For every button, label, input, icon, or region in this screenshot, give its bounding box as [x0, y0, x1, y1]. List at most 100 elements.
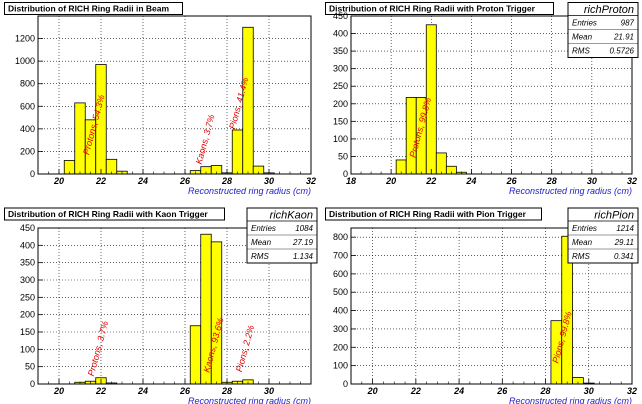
x-tick-label: 30: [587, 176, 597, 186]
y-tick-label: 450: [333, 11, 348, 21]
y-tick-label: 150: [20, 327, 35, 337]
stats-value: 27.19: [292, 238, 314, 247]
y-tick-label: 0: [30, 379, 35, 389]
chart-title: Distribution of RICH Ring Radii with Pro…: [329, 4, 536, 14]
stats-key: Entries: [572, 224, 597, 233]
x-tick-label: 28: [546, 176, 557, 186]
y-tick-label: 300: [333, 64, 348, 74]
stats-box: [246, 207, 318, 264]
stats-value: 987: [621, 19, 635, 28]
y-tick-label: 700: [333, 251, 348, 261]
histogram-bar: [74, 102, 86, 175]
y-tick-label: 100: [20, 344, 35, 354]
annotation-label: Pions, 2.2%: [234, 324, 256, 373]
y-tick-label: 50: [338, 151, 348, 161]
y-tick-label: 400: [20, 240, 35, 250]
x-tick-label: 32: [627, 386, 637, 396]
x-tick-label: 26: [179, 176, 191, 186]
y-tick-label: 0: [343, 379, 348, 389]
stats-key: Entries: [251, 224, 276, 233]
chart-title: Distribution of RICH Ring Radii with Pio…: [329, 209, 527, 219]
stats-name: richProton: [584, 4, 634, 16]
stats-key: Entries: [572, 19, 597, 28]
x-axis-label: Reconstructed ring radius (cm): [509, 396, 632, 404]
y-tick-label: 0: [343, 169, 348, 179]
x-tick-label: 28: [540, 386, 551, 396]
stats-key: Mean: [572, 33, 593, 42]
y-tick-label: 400: [333, 29, 348, 39]
x-tick-label: 26: [496, 386, 508, 396]
x-tick-label: 30: [584, 386, 594, 396]
y-tick-label: 200: [333, 342, 348, 352]
x-tick-label: 26: [179, 386, 191, 396]
stats-box: [567, 2, 639, 58]
y-tick-label: 200: [333, 99, 348, 109]
title-box: [4, 207, 225, 221]
x-axis-label: Reconstructed ring radius (cm): [188, 186, 311, 196]
y-tick-label: 1200: [15, 34, 35, 44]
y-tick-label: 600: [333, 269, 348, 279]
annotation-label: Kaons, 3.7%: [194, 113, 217, 165]
x-axis-label: Reconstructed ring radius (cm): [188, 396, 311, 404]
stats-key: RMS: [572, 47, 590, 56]
y-tick-label: 250: [20, 292, 35, 302]
x-tick-label: 24: [453, 386, 464, 396]
histogram-panel: Distribution of RICH Ring Radii with Kao…: [4, 207, 318, 404]
y-tick-label: 200: [20, 310, 35, 320]
histogram-panel: Distribution of RICH Ring Radii with Pro…: [325, 2, 639, 196]
chart-title: Distribution of RICH Ring Radii with Kao…: [8, 209, 208, 219]
x-tick-label: 32: [306, 176, 316, 186]
y-tick-label: 400: [333, 306, 348, 316]
x-tick-label: 22: [425, 176, 436, 186]
stats-value: 0.341: [614, 252, 634, 261]
stats-value: 1214: [616, 224, 634, 233]
y-tick-label: 600: [20, 101, 35, 111]
title-box: [325, 207, 542, 221]
y-tick-label: 1000: [15, 56, 35, 66]
x-axis-label: Reconstructed ring radius (cm): [509, 186, 632, 196]
x-tick-label: 24: [137, 386, 148, 396]
title-box: [325, 2, 554, 15]
x-tick-label: 22: [410, 386, 421, 396]
histogram-panel: Distribution of RICH Ring Radii in Beam 2…: [4, 2, 316, 196]
y-tick-label: 400: [20, 124, 35, 134]
y-tick-label: 350: [20, 258, 35, 268]
x-tick-label: 20: [367, 386, 378, 396]
histogram-bar: [189, 325, 202, 385]
stats-box: [567, 207, 639, 264]
annotation-label: Protons, 3.7%: [86, 320, 110, 377]
y-tick-label: 0: [30, 169, 35, 179]
stats-value: 21.91: [613, 33, 634, 42]
y-tick-label: 350: [333, 46, 348, 56]
x-tick-label: 22: [95, 386, 106, 396]
x-tick-label: 22: [95, 176, 106, 186]
y-tick-label: 150: [333, 116, 348, 126]
histogram-bar: [435, 152, 447, 175]
x-tick-label: 28: [221, 176, 232, 186]
y-tick-label: 50: [25, 362, 35, 372]
x-tick-label: 18: [346, 176, 356, 186]
stats-value: 1084: [295, 224, 313, 233]
y-tick-label: 450: [20, 223, 35, 233]
y-tick-label: 300: [20, 275, 35, 285]
stats-value: 29.11: [614, 238, 634, 247]
y-tick-label: 100: [333, 361, 348, 371]
y-tick-label: 500: [333, 287, 348, 297]
y-tick-label: 250: [333, 81, 348, 91]
x-tick-label: 28: [221, 386, 232, 396]
stats-value: 1.134: [293, 252, 314, 261]
title-box: [4, 2, 183, 15]
y-tick-label: 300: [333, 324, 348, 334]
x-tick-label: 24: [137, 176, 148, 186]
x-tick-label: 26: [506, 176, 518, 186]
y-tick-label: 200: [20, 146, 35, 156]
stats-name: richPion: [594, 210, 634, 222]
x-tick-label: 20: [385, 176, 396, 186]
stats-value: 0.5726: [610, 47, 635, 56]
stats-key: RMS: [251, 252, 269, 261]
y-tick-label: 800: [20, 79, 35, 89]
stats-key: RMS: [572, 252, 590, 261]
stats-key: Mean: [251, 238, 272, 247]
x-tick-label: 32: [627, 176, 637, 186]
y-tick-label: 800: [333, 232, 348, 242]
